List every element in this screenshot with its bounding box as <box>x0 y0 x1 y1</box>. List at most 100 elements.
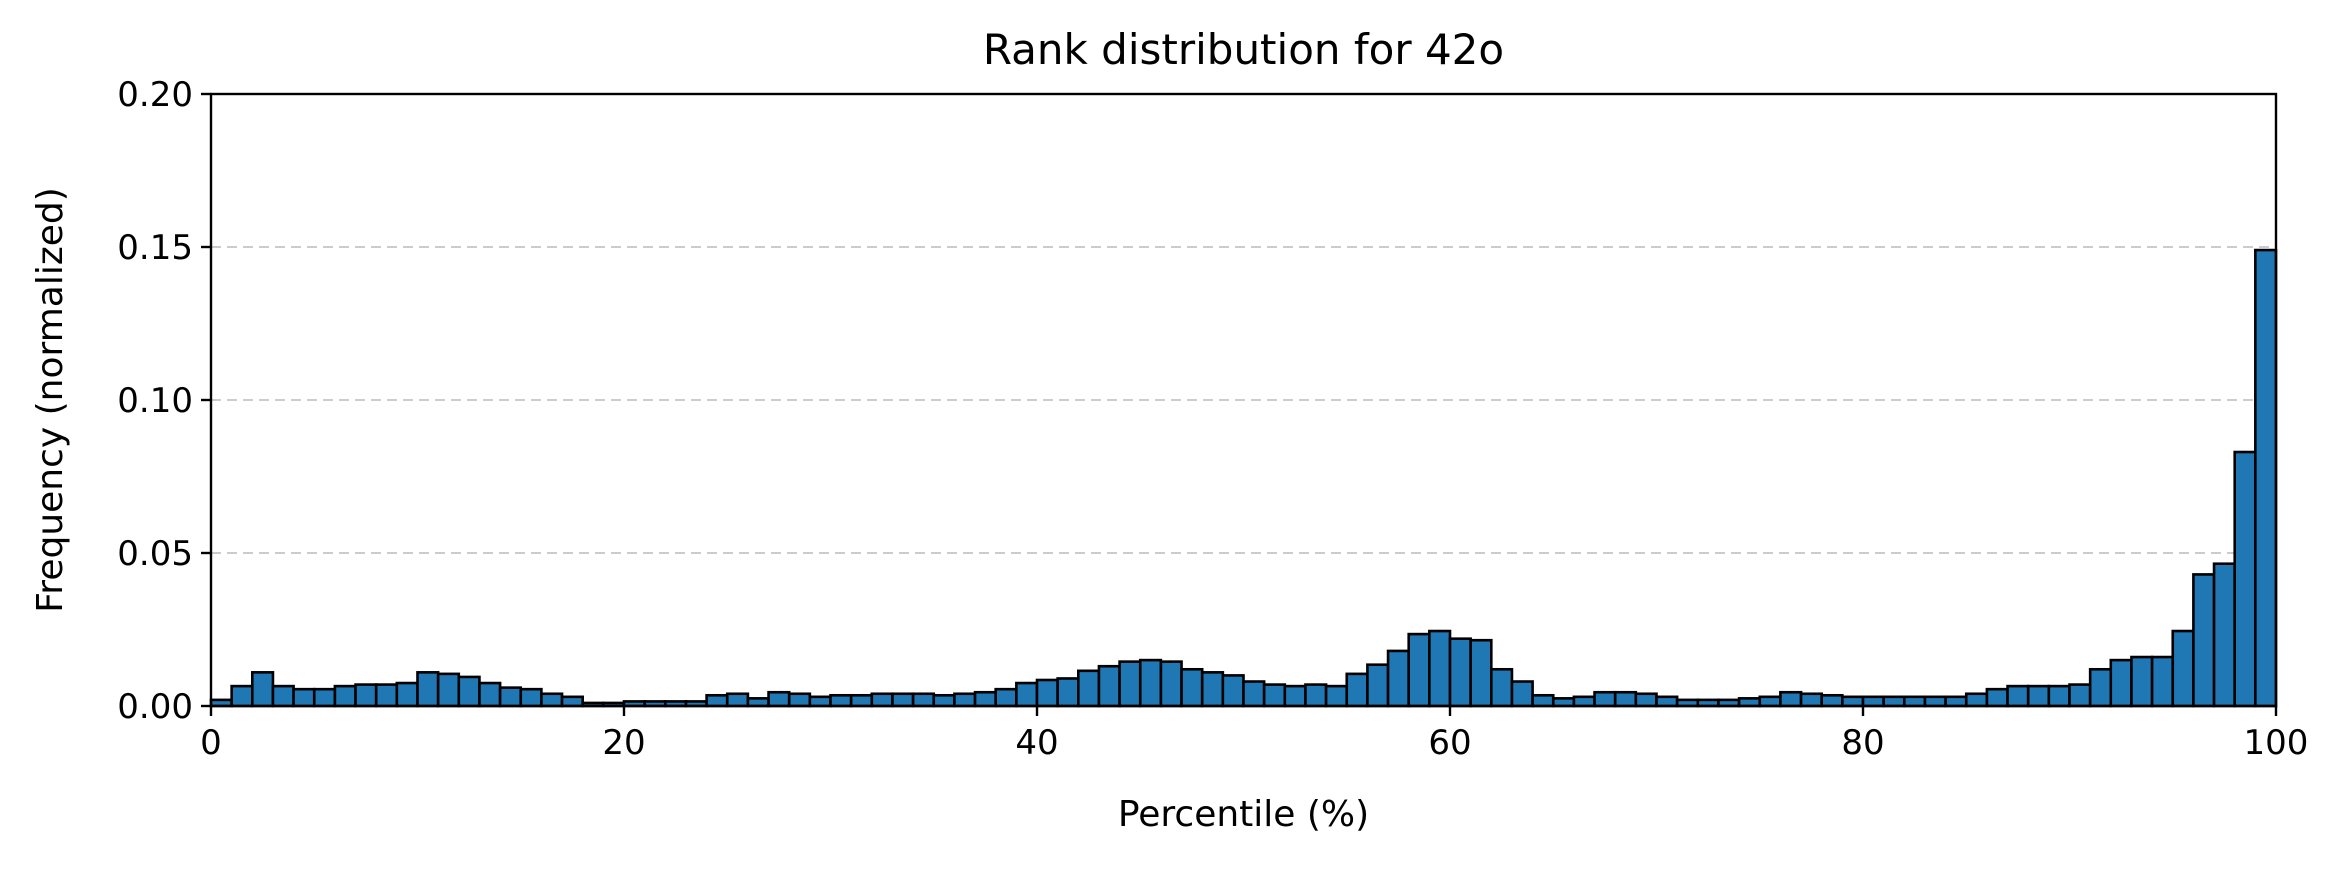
histogram-bar <box>2233 450 2257 708</box>
histogram-bar <box>333 684 357 708</box>
histogram-bar <box>251 671 275 708</box>
histogram-bar <box>1964 692 1989 708</box>
histogram-bar <box>973 690 997 708</box>
histogram-bar <box>1593 690 1617 708</box>
histogram-bar <box>560 695 584 708</box>
x-axis-ticks: 0 20 40 60 80 100 <box>200 706 2308 763</box>
y-tick-label: 0.05 <box>117 534 193 574</box>
histogram-bar <box>271 684 295 708</box>
y-tick-label: 0.10 <box>117 381 193 421</box>
chart-title: Rank distribution for 42o <box>983 25 1504 74</box>
histogram-bar <box>1531 693 1555 708</box>
histogram-bar <box>2088 667 2113 708</box>
y-axis-label: Frequency (normalized) <box>30 187 71 613</box>
histogram-bar <box>1159 660 1183 708</box>
x-tick-label: 60 <box>1428 723 1471 763</box>
histogram-bar <box>1613 690 1638 708</box>
histogram-bar <box>1056 677 1080 708</box>
y-tick-label: 0.20 <box>117 75 193 115</box>
histogram-bar <box>498 686 523 708</box>
histogram-bar <box>1510 680 1534 708</box>
histogram-bar <box>1448 637 1472 708</box>
histogram-bar <box>1820 693 1844 708</box>
histogram-bar <box>436 672 461 708</box>
histogram-bar <box>2026 684 2051 708</box>
histogram-bar <box>1386 649 1411 708</box>
histogram-bar <box>1923 695 1947 708</box>
histogram-bar <box>1015 681 1039 708</box>
histogram-bar <box>1985 687 2009 708</box>
histogram-bar <box>1779 690 1803 708</box>
histogram-bar <box>395 681 419 708</box>
histogram-bar <box>2068 683 2092 708</box>
histogram-bar <box>1200 671 1225 708</box>
histogram-bar <box>870 692 894 708</box>
histogram-bar <box>767 690 791 708</box>
histogram-bar <box>911 692 936 708</box>
histogram-bar <box>292 687 316 708</box>
histogram-bar <box>2109 658 2133 708</box>
histogram-bar <box>849 693 874 708</box>
histogram-bar <box>1882 695 1906 708</box>
histogram-bar <box>1428 629 1452 708</box>
histogram-bar <box>354 683 378 708</box>
histogram-bar <box>1324 684 1349 708</box>
histogram-bar <box>1634 692 1658 708</box>
histogram-bar <box>1407 632 1431 708</box>
histogram-bar <box>519 687 543 708</box>
histogram-bar <box>540 692 564 708</box>
histogram-bar <box>725 692 750 708</box>
histogram-bar <box>457 675 481 708</box>
histogram-bar <box>1841 695 1865 708</box>
histogram-bar <box>1118 660 1142 708</box>
histogram-bar <box>2150 655 2175 708</box>
bars <box>209 248 2278 708</box>
x-tick-label: 40 <box>1015 723 1058 763</box>
x-tick-label: 100 <box>2244 723 2309 763</box>
histogram-bar <box>1572 695 1596 708</box>
histogram-bar <box>1758 695 1782 708</box>
histogram-bar <box>1799 692 1824 708</box>
y-tick-label: 0.00 <box>117 687 193 727</box>
histogram-bar <box>705 693 729 708</box>
histogram-bar <box>1035 678 1059 708</box>
histogram-bar <box>1861 695 1885 708</box>
histogram-bar <box>1077 669 1101 708</box>
histogram-bar <box>2212 562 2237 708</box>
histogram-bar <box>787 692 812 708</box>
histogram-bar <box>1903 695 1927 708</box>
y-tick-label: 0.15 <box>117 228 193 268</box>
histogram-bar <box>994 687 1018 708</box>
histogram-bar <box>1221 674 1245 708</box>
histogram-bar <box>2130 655 2154 708</box>
histogram-bar <box>1366 663 1390 708</box>
histogram-bar <box>2254 248 2278 708</box>
histogram-bar <box>1345 672 1369 708</box>
histogram-bar <box>953 692 977 708</box>
histogram-bar <box>2171 629 2195 708</box>
histogram-bar <box>1304 683 1328 708</box>
x-axis-label: Percentile (%) <box>1118 794 1369 835</box>
histogram-bar <box>374 683 399 708</box>
histogram-bar <box>1944 695 1968 708</box>
histogram-bar <box>829 693 853 708</box>
x-tick-label: 20 <box>602 723 645 763</box>
histogram-bar <box>2006 684 2030 708</box>
histogram-bar <box>2192 573 2216 708</box>
histogram-bar <box>1655 695 1679 708</box>
histogram-bar <box>1180 667 1204 708</box>
histogram-bar <box>932 693 956 708</box>
histogram-bar <box>808 695 832 708</box>
y-axis-ticks: 0.00 0.05 0.10 0.15 0.20 <box>117 75 211 727</box>
histogram-bar <box>1283 684 1307 708</box>
histogram-bar <box>1097 664 1121 708</box>
histogram-bar <box>1138 658 1163 708</box>
histogram-bar <box>416 671 440 708</box>
histogram-bar <box>478 681 502 708</box>
x-tick-label: 0 <box>200 723 222 763</box>
histogram-bar <box>1469 638 1493 708</box>
histogram-bar <box>230 684 254 708</box>
histogram-bar <box>891 692 915 708</box>
